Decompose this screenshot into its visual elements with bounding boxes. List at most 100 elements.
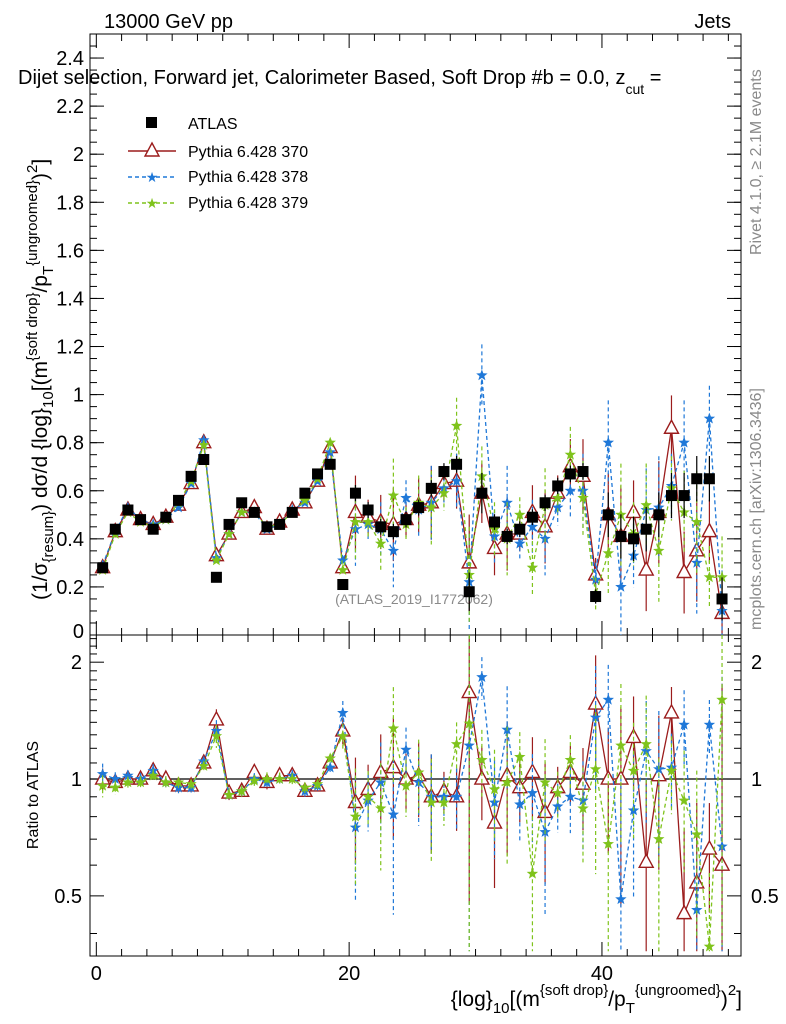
ratio-p379-point [273,773,286,784]
main-y-tick-label-clipped: 0 [73,621,84,643]
ratio-data-layer [94,635,731,952]
main-atlas-point [476,487,488,499]
main-p379-point [526,561,539,573]
ratio-p379-point [425,796,437,808]
main-p370-point [675,563,693,579]
axes-layer: 0.2 0.4 0.6 0.8 1 1.2 1.4 1.6 1.8 2 2.2 2.4 0 0 20 40 0.… [54,34,779,985]
ratio-p379-point [577,802,589,814]
main-p379-point [703,571,716,583]
main-y-tick-label: 2.4 [56,48,84,70]
main-atlas-point [97,562,109,574]
ratio-p378-point [463,739,475,751]
main-atlas-point [665,490,677,502]
main-atlas-point [400,514,412,526]
legend-p370-marker [143,141,161,157]
plot-title: Dijet selection, Forward jet, Calorimete… [18,67,661,97]
ratio-p379-point [172,776,185,788]
main-atlas-point [640,523,652,535]
main-p379-point [602,547,614,559]
main-p379-point [691,516,703,527]
ratio-p379-point [501,776,513,788]
ratio-panel-frame [89,634,742,957]
ratio-p378-point [526,787,539,798]
main-y-tick-label: 1.8 [56,192,84,214]
main-atlas-point [552,480,564,492]
main-p370-point [638,560,655,576]
legend-p379-label: Pythia 6.428 379 [188,195,308,212]
main-y-tick-label: 0.2 [56,577,84,599]
ratio-p378-point [589,711,602,723]
ratio-p378-point [640,745,652,756]
main-atlas-point [628,533,640,545]
x-tick-label: 40 [591,963,613,985]
main-atlas-point [236,497,248,509]
main-atlas-point [312,468,324,480]
main-atlas-point [514,523,526,535]
ratio-p379-point [539,776,551,788]
ratio-y-tick-label: 1 [71,769,82,791]
main-y-tick-label: 1.2 [56,337,84,359]
main-atlas-point [210,571,222,583]
main-atlas-point [590,591,602,603]
ratio-p379-point [160,776,172,788]
ratio-p378-point [615,893,627,905]
ratio-p379-point [602,838,614,849]
ratio-y-tick-label-right: 1 [751,769,762,791]
ratio-p378-point [375,776,387,788]
ratio-p379-point [488,783,501,795]
main-atlas-point [349,487,361,499]
x-tick-label: 20 [338,963,360,985]
legend: ATLAS Pythia 6.428 370 ★ Pythia 6.428 37… [128,116,308,212]
main-y-tick-label: 0.6 [56,481,84,503]
main-p379-point [615,508,627,520]
rivet-label: Rivet 4.1.0, ≥ 2.1M events [748,69,765,255]
main-atlas-point [185,470,197,482]
ratio-p379-point [450,738,463,749]
ratio-p379-point [413,766,425,778]
main-atlas-point [261,521,273,533]
legend-atlas-label: ATLAS [188,116,238,133]
main-atlas-point [539,497,551,509]
ratio-p378-point [678,718,690,730]
main-y-axis-label: (1/σ{resum}) dσ/d {log}10[(m{soft drop}/… [24,159,57,600]
main-atlas-point [577,466,589,478]
ratio-p378-point [96,768,109,779]
main-p379-point [425,501,437,513]
main-p378-point [526,520,539,532]
ratio-p379-point [387,722,400,734]
ratio-y-tick-label-right: 0.5 [751,886,779,908]
ratio-p378-point [703,718,716,730]
ratio-p378-point [387,808,400,820]
main-p379-point [716,571,728,583]
ratio-p379-point [716,693,728,705]
main-atlas-point [147,523,159,535]
main-atlas-point [198,454,210,466]
ratio-p378-point [552,800,564,812]
ratio-p370-point [713,855,731,871]
main-p379-point [324,436,336,448]
analysis-id: (ATLAS_2019_I1772062) [335,591,493,607]
main-p370-point [701,522,718,538]
main-y-tick-label: 1.4 [56,288,84,310]
ratio-p379-point [185,778,197,789]
main-atlas-point [375,521,387,533]
ratio-p370-point [473,769,491,785]
main-p379-point [210,554,223,566]
ratio-p379-point [665,764,678,776]
main-p378-point [552,501,564,513]
ratio-p379-point [248,774,260,786]
main-atlas-point [172,494,184,506]
ratio-p379-point [122,776,134,788]
plot-title-sub: cut [626,81,645,97]
main-p378-point [539,532,551,544]
main-atlas-point [160,511,172,523]
legend-p378-label: Pythia 6.428 378 [188,169,308,186]
ratio-p370-point [663,703,680,719]
ratio-p379-point [526,867,539,879]
ratio-p379-point [261,773,273,784]
ratio-p379-point [362,790,374,802]
ratio-p379-point [438,796,450,808]
main-atlas-point [564,468,576,480]
ratio-p370-point [675,904,693,920]
